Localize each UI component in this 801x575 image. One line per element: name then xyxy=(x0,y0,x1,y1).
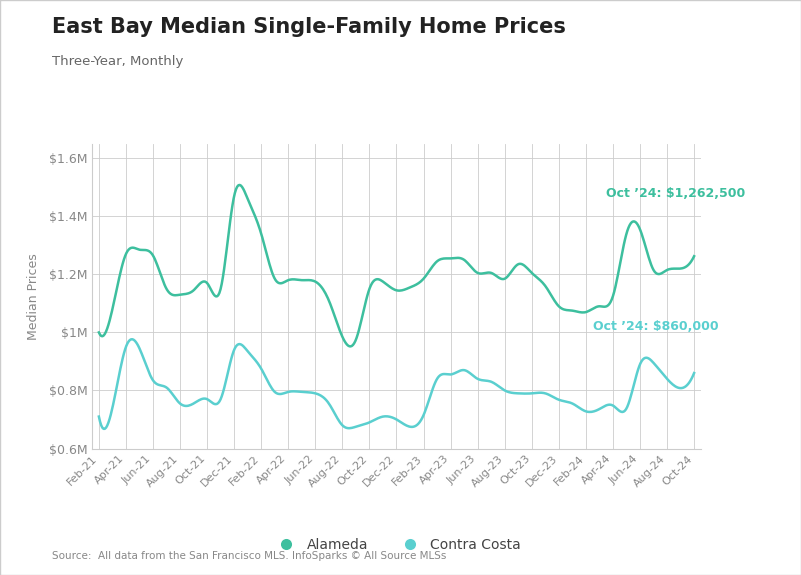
Text: Source:  All data from the San Francisco MLS. InfoSparks © All Source MLSs: Source: All data from the San Francisco … xyxy=(52,551,446,561)
Text: Oct ’24: $860,000: Oct ’24: $860,000 xyxy=(593,320,718,333)
Text: Oct ’24: $1,262,500: Oct ’24: $1,262,500 xyxy=(606,187,746,200)
Text: East Bay Median Single-Family Home Prices: East Bay Median Single-Family Home Price… xyxy=(52,17,566,37)
Y-axis label: Median Prices: Median Prices xyxy=(27,253,40,339)
Legend: Alameda, Contra Costa: Alameda, Contra Costa xyxy=(266,532,527,557)
Text: Three-Year, Monthly: Three-Year, Monthly xyxy=(52,55,183,68)
